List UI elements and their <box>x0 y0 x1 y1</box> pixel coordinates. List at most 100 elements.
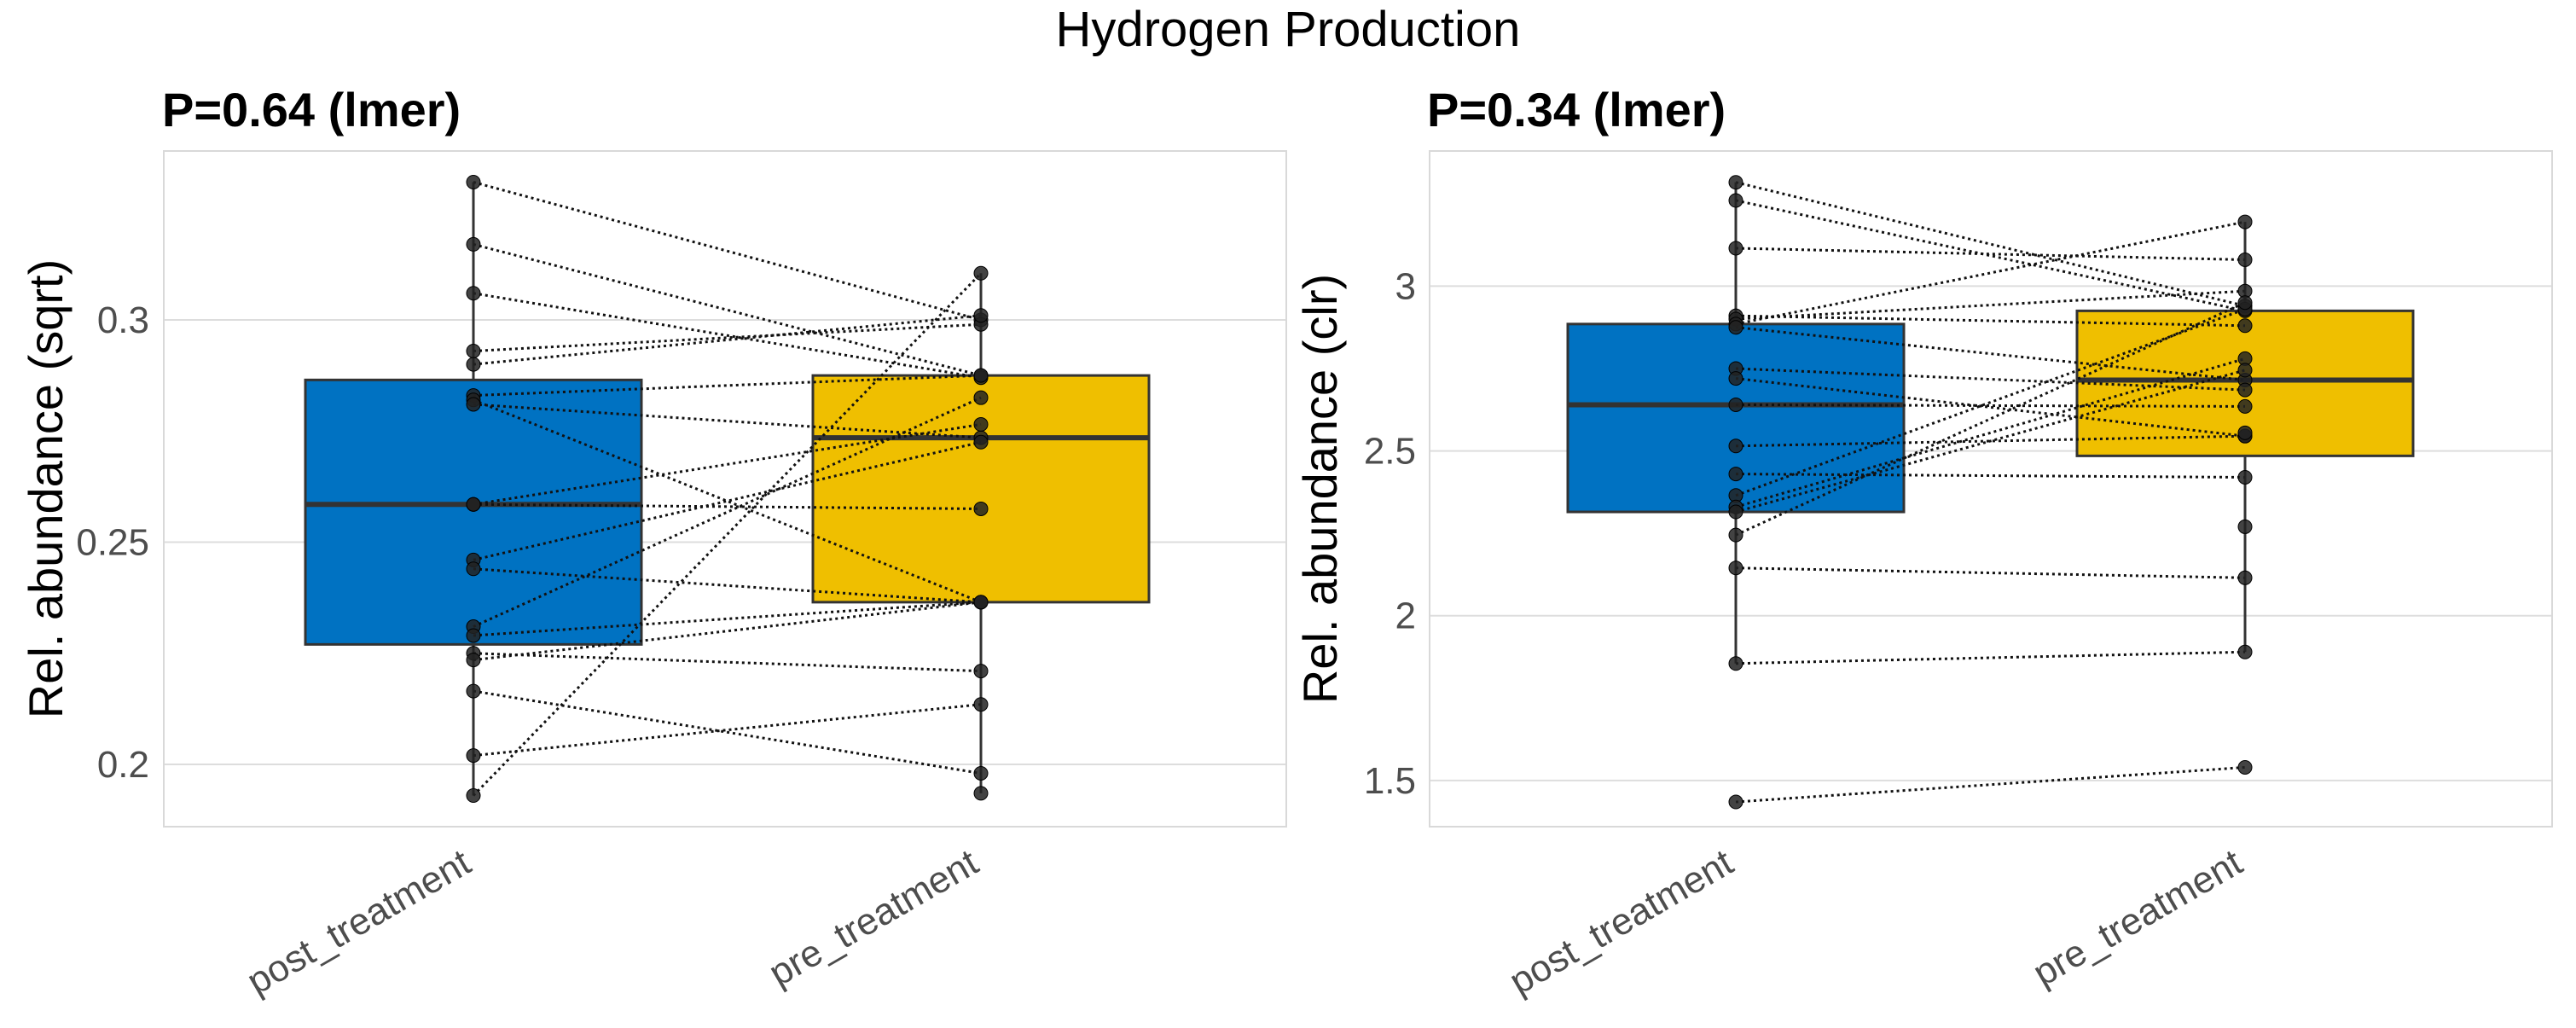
pair-line <box>473 601 982 637</box>
data-point <box>2237 398 2253 414</box>
x-tick-label: post_treatment <box>1502 841 1740 1002</box>
pair-line <box>1735 403 2246 408</box>
pair-line <box>473 567 982 604</box>
pair-line <box>1735 377 2246 438</box>
left-panel: P=0.64 (lmer) 0.2 0.25 0.3 Rel. abundance (s… <box>19 83 1287 1002</box>
panel-title: P=0.34 (lmer) <box>1427 83 1726 136</box>
data-point <box>1728 397 1743 412</box>
data-point <box>2237 519 2253 534</box>
data-point <box>466 748 481 764</box>
data-point <box>2237 318 2253 334</box>
pair-line <box>473 242 982 377</box>
pair-line <box>473 689 982 775</box>
pair-line <box>1735 314 2246 328</box>
data-point <box>2237 363 2253 378</box>
data-point <box>973 501 989 516</box>
data-point <box>1728 175 1743 190</box>
pair-line <box>1735 181 2246 308</box>
pair-line <box>1735 367 2246 392</box>
pair-line <box>473 314 982 366</box>
data-point <box>2237 214 2253 229</box>
x-tick-label: post_treatment <box>240 841 478 1002</box>
box-post-treatment <box>304 378 643 646</box>
data-point <box>466 397 481 412</box>
pair-line <box>1735 247 2246 261</box>
data-point <box>2237 644 2253 659</box>
pair-line <box>473 374 982 398</box>
data-point <box>1728 560 1743 576</box>
x-tick-label: pre_treatment <box>2026 841 2249 994</box>
data-point <box>2237 425 2253 440</box>
right-panel: P=0.34 (lmer) 1.5 2 2.5 3 Rel. abundance (clr… <box>1293 83 2553 1002</box>
data-point <box>1728 527 1743 543</box>
data-point <box>1728 320 1743 335</box>
box-pre-treatment <box>811 374 1151 604</box>
y-tick-label: 2 <box>1395 595 1416 637</box>
pair-line <box>473 292 982 380</box>
pair-line <box>1735 326 2246 381</box>
y-tick-label: 0.25 <box>76 522 149 564</box>
data-point <box>466 683 481 699</box>
pair-line <box>1735 301 2246 537</box>
y-axis-label: Rel. abundance (sqrt) <box>19 259 73 719</box>
data-point <box>466 653 481 668</box>
pair-line <box>1735 308 2246 497</box>
y-tick-label: 3 <box>1395 265 1416 307</box>
pair-line <box>473 422 982 506</box>
pair-line <box>1735 199 2246 312</box>
pair-line <box>473 181 982 322</box>
y-tick-label: 0.2 <box>97 744 149 786</box>
data-point <box>1728 193 1743 208</box>
x-tick-label: pre_treatment <box>762 841 985 994</box>
data-point <box>466 561 481 577</box>
y-tick-label: 2.5 <box>1364 431 1416 473</box>
pair-line <box>472 272 983 797</box>
pair-line <box>1735 473 2246 479</box>
panel-border <box>163 150 1287 828</box>
data-point <box>1728 794 1743 810</box>
pair-line <box>1735 566 2246 579</box>
figure-title: Hydrogen Production <box>1056 2 1521 57</box>
pair-line <box>1735 650 2246 665</box>
data-point <box>1728 438 1743 454</box>
y-tick-label: 0.3 <box>97 299 149 341</box>
panel-title: P=0.64 (lmer) <box>162 83 461 136</box>
data-point <box>466 236 481 252</box>
data-point <box>2237 252 2253 267</box>
data-point <box>973 265 989 281</box>
pair-line <box>1735 369 2246 514</box>
pair-line <box>1735 289 2246 321</box>
data-point <box>466 357 481 372</box>
data-point <box>2237 759 2253 775</box>
data-point <box>973 434 989 450</box>
data-point <box>973 786 989 801</box>
pair-line <box>473 322 982 352</box>
pair-line <box>1735 434 2246 448</box>
panel-border <box>1429 150 2553 828</box>
data-point <box>466 174 481 189</box>
box-post-treatment <box>1566 322 1906 514</box>
data-point <box>1728 656 1743 671</box>
pair-line <box>1735 765 2246 804</box>
pair-line <box>1735 357 2246 508</box>
data-point <box>466 788 481 804</box>
data-point <box>466 343 481 358</box>
data-point <box>973 765 989 781</box>
pair-line <box>473 601 982 662</box>
data-point <box>973 416 989 432</box>
y-axis-label: Rel. abundance (clr) <box>1293 274 1347 704</box>
data-point <box>466 497 481 512</box>
data-point <box>973 595 989 610</box>
data-point <box>1728 241 1743 256</box>
data-point <box>1728 467 1743 482</box>
data-point <box>466 286 481 301</box>
data-point <box>1728 504 1743 520</box>
pair-line <box>473 703 982 758</box>
data-point <box>973 390 989 405</box>
y-tick-label: 1.5 <box>1364 760 1416 802</box>
data-point <box>1728 371 1743 386</box>
pair-line <box>473 403 982 439</box>
data-point <box>2237 295 2253 311</box>
data-point <box>973 697 989 712</box>
data-point <box>973 308 989 323</box>
